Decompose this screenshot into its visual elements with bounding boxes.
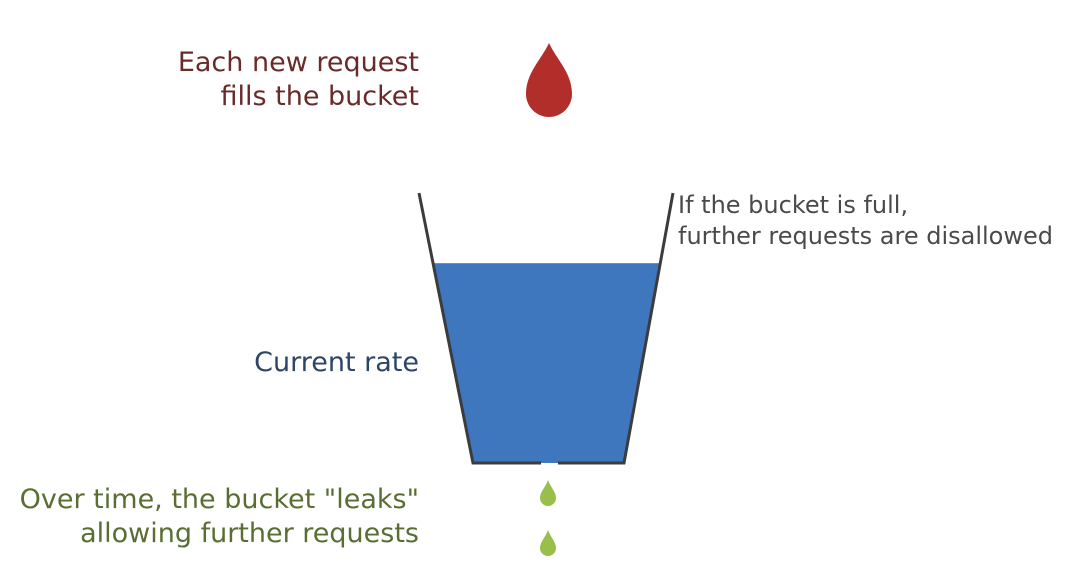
request-drop-icon bbox=[526, 43, 572, 117]
full-annotation-line1: If the bucket is full, bbox=[678, 191, 909, 219]
leak-drop-icon bbox=[540, 480, 556, 506]
leak-drop-icon bbox=[540, 530, 556, 556]
fill-annotation-line1: Each new request bbox=[177, 47, 419, 78]
leak-annotation-line1: Over time, the bucket "leaks" bbox=[19, 484, 419, 515]
leak-annotation: Over time, the bucket "leaks" allowing f… bbox=[20, 483, 419, 551]
fill-annotation-line2: fills the bucket bbox=[220, 81, 419, 112]
bucket-outline-right bbox=[558, 192, 675, 465]
full-annotation: If the bucket is full, further requests … bbox=[678, 190, 1053, 252]
leak-annotation-line2: allowing further requests bbox=[80, 518, 419, 549]
bucket-outline bbox=[417, 192, 541, 465]
full-annotation-line2: further requests are disallowed bbox=[678, 222, 1053, 250]
fill-annotation: Each new request fills the bucket bbox=[178, 46, 419, 114]
current-rate-label: Current rate bbox=[254, 347, 419, 378]
